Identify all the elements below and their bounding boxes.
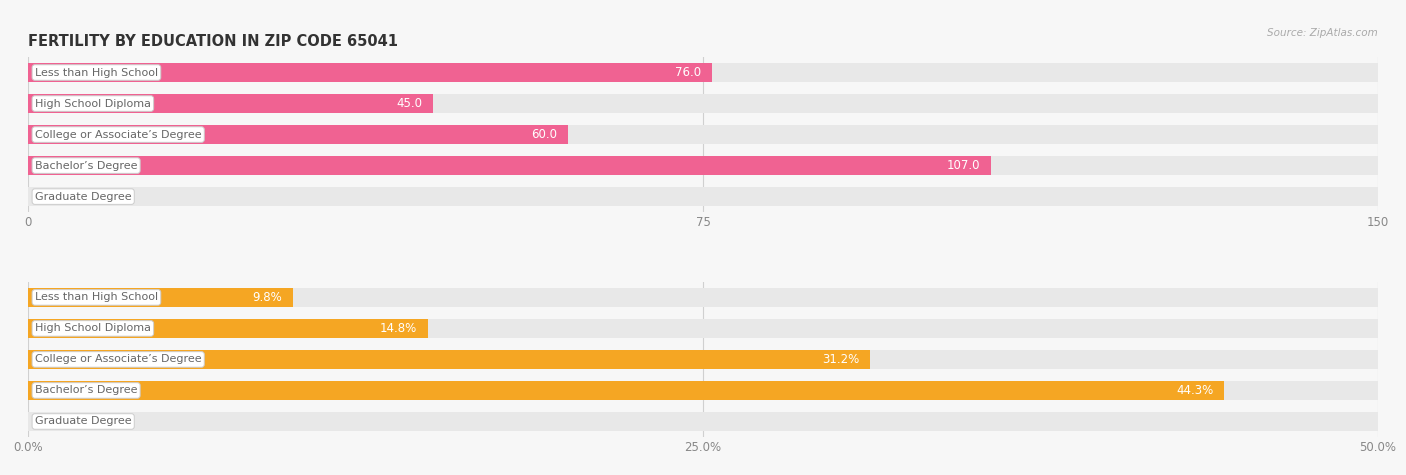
Text: Source: ZipAtlas.com: Source: ZipAtlas.com — [1267, 28, 1378, 38]
Bar — [28, 288, 1378, 307]
Bar — [28, 125, 1378, 144]
Bar — [28, 412, 1378, 431]
Text: Bachelor’s Degree: Bachelor’s Degree — [35, 161, 138, 171]
Bar — [28, 381, 1225, 400]
Text: 0.0: 0.0 — [45, 190, 63, 203]
Text: High School Diploma: High School Diploma — [35, 323, 150, 333]
Text: 44.3%: 44.3% — [1175, 384, 1213, 397]
Text: Less than High School: Less than High School — [35, 67, 157, 77]
Bar — [28, 319, 427, 338]
Text: Bachelor’s Degree: Bachelor’s Degree — [35, 386, 138, 396]
Text: 107.0: 107.0 — [946, 159, 980, 172]
Text: 9.8%: 9.8% — [252, 291, 281, 304]
Text: 76.0: 76.0 — [675, 66, 702, 79]
Text: Graduate Degree: Graduate Degree — [35, 191, 132, 201]
Bar — [28, 94, 433, 113]
Bar — [28, 350, 870, 369]
Text: Less than High School: Less than High School — [35, 293, 157, 303]
Text: High School Diploma: High School Diploma — [35, 98, 150, 108]
Bar — [28, 288, 292, 307]
Text: College or Associate’s Degree: College or Associate’s Degree — [35, 354, 201, 364]
Bar — [28, 381, 1378, 400]
Bar — [28, 63, 1378, 82]
Bar — [28, 319, 1378, 338]
Bar — [28, 156, 991, 175]
Text: 31.2%: 31.2% — [823, 353, 859, 366]
Text: 45.0: 45.0 — [396, 97, 422, 110]
Text: FERTILITY BY EDUCATION IN ZIP CODE 65041: FERTILITY BY EDUCATION IN ZIP CODE 65041 — [28, 34, 398, 49]
Text: 60.0: 60.0 — [531, 128, 557, 141]
Bar — [28, 63, 711, 82]
Bar — [28, 94, 1378, 113]
Text: College or Associate’s Degree: College or Associate’s Degree — [35, 130, 201, 140]
Bar — [28, 350, 1378, 369]
Bar — [28, 125, 568, 144]
Text: Graduate Degree: Graduate Degree — [35, 417, 132, 427]
Text: 14.8%: 14.8% — [380, 322, 416, 335]
Bar — [28, 187, 1378, 206]
Bar — [28, 156, 1378, 175]
Text: 0.0%: 0.0% — [45, 415, 75, 428]
